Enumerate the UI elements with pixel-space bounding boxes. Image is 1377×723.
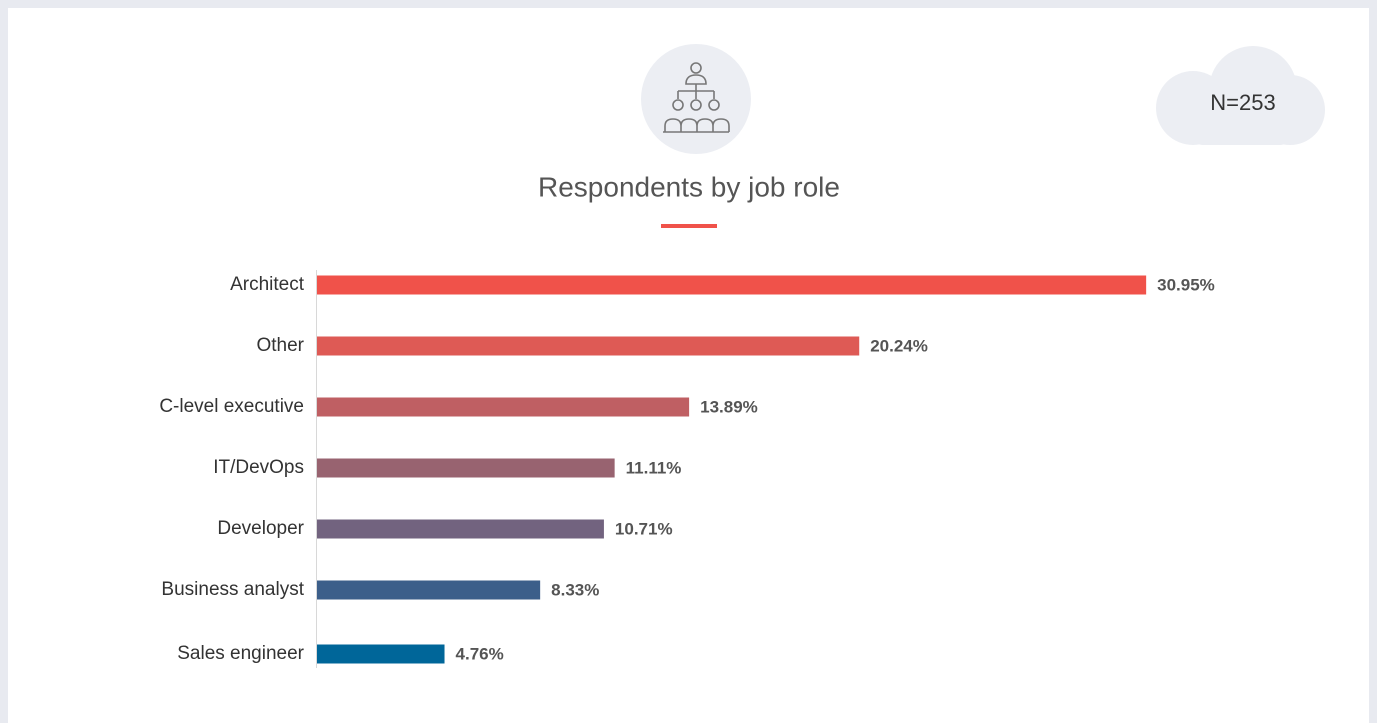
bar xyxy=(317,580,541,600)
bar xyxy=(317,275,1147,295)
bar xyxy=(317,644,445,664)
category-label: Developer xyxy=(217,518,304,539)
bar xyxy=(317,519,604,539)
category-label: Sales engineer xyxy=(177,643,304,664)
category-label: Architect xyxy=(230,274,305,295)
value-label: 4.76% xyxy=(456,644,504,663)
value-label: 30.95% xyxy=(1157,275,1215,294)
bar xyxy=(317,458,615,478)
value-label: 10.71% xyxy=(615,519,673,538)
bar xyxy=(317,397,690,417)
sample-size: N=253 xyxy=(1210,90,1275,115)
value-label: 20.24% xyxy=(870,336,928,355)
category-label: Business analyst xyxy=(161,579,304,600)
category-label: Other xyxy=(256,335,304,356)
title-underline xyxy=(661,224,717,228)
category-label: IT/DevOps xyxy=(213,457,304,478)
value-label: 8.33% xyxy=(551,580,599,599)
org-icon xyxy=(663,62,730,133)
category-label: C-level executive xyxy=(159,396,304,417)
value-label: 13.89% xyxy=(700,397,758,416)
cloud xyxy=(1156,46,1325,145)
chart-title: Respondents by job role xyxy=(538,171,840,202)
value-label: 11.11% xyxy=(626,458,682,477)
bar xyxy=(317,336,860,356)
